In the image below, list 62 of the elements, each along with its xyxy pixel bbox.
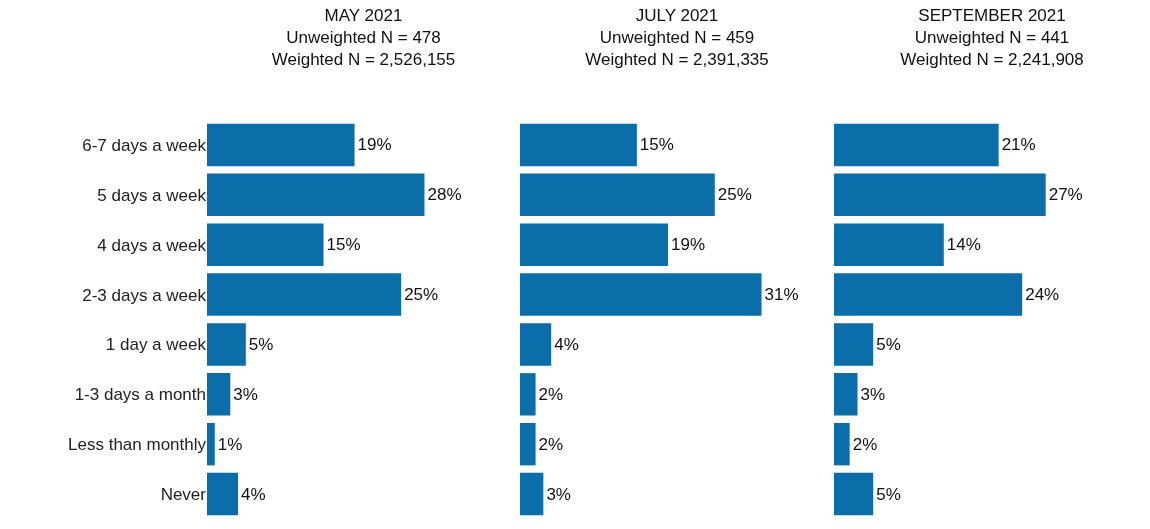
bar (520, 273, 762, 316)
bar (520, 373, 536, 416)
bar (834, 123, 999, 167)
bar (834, 422, 850, 466)
data-label: 15% (639, 135, 674, 155)
bar (207, 422, 215, 466)
data-label: 2% (538, 384, 564, 404)
chart-title: MAY 2021 (324, 6, 403, 26)
bar (207, 173, 425, 217)
data-label: 5% (876, 334, 901, 354)
y-tick-label: 5 days a week (97, 185, 207, 205)
bar (207, 123, 355, 167)
bar (520, 472, 544, 516)
chart-subtitle: Unweighted N = 478 Weighted N = 2,526,155 (271, 28, 456, 70)
bar (834, 373, 858, 416)
data-label: 15% (326, 235, 361, 255)
data-label: 4% (554, 334, 579, 354)
y-tick-label: 1 day a week (105, 335, 207, 355)
data-label: 21% (1001, 135, 1036, 155)
data-label: 14% (946, 235, 981, 255)
chart-title: JULY 2021 (635, 6, 719, 26)
bar (520, 223, 669, 266)
data-label: 19% (357, 135, 392, 155)
bar (834, 472, 874, 516)
data-label: 19% (671, 235, 706, 255)
data-label: 4% (241, 484, 266, 504)
bar (834, 323, 874, 366)
data-label: 2% (852, 434, 878, 454)
chart-subtitle: Unweighted N = 441 Weighted N = 2,241,908 (900, 28, 1084, 70)
data-label: 28% (427, 185, 462, 205)
data-label: 3% (233, 384, 258, 404)
bar (207, 472, 239, 516)
data-label: 25% (717, 185, 752, 205)
y-tick-label: 6-7 days a week (82, 135, 207, 155)
data-label: 25% (404, 285, 439, 305)
data-label: 31% (764, 285, 799, 305)
chart-title: SEPTEMBER 2021 (918, 6, 1066, 26)
bar (520, 323, 552, 366)
data-label: 2% (538, 434, 564, 454)
bar (207, 223, 324, 266)
bar (834, 223, 944, 266)
y-tick-label: 4 days a week (97, 235, 207, 255)
data-label: 5% (248, 334, 274, 354)
bar (520, 173, 715, 217)
y-tick-label: Never (160, 485, 207, 505)
bar (520, 123, 637, 167)
bar (520, 422, 536, 466)
bar (207, 373, 231, 416)
data-label: 27% (1048, 185, 1083, 205)
chart-subtitle: Unweighted N = 459 Weighted N = 2,391,335 (585, 28, 769, 70)
bar (207, 273, 402, 316)
y-tick-label: 1-3 days a month (74, 385, 206, 405)
data-label: 1% (217, 434, 243, 454)
y-tick-label: Less than monthly (68, 435, 207, 455)
data-label: 24% (1025, 285, 1060, 305)
data-label: 3% (546, 484, 571, 504)
y-tick-label: 2-3 days a week (82, 285, 207, 305)
bar (207, 323, 246, 366)
data-label: 5% (876, 484, 901, 504)
data-label: 3% (860, 384, 886, 404)
bar (834, 173, 1046, 217)
bar (834, 273, 1023, 316)
